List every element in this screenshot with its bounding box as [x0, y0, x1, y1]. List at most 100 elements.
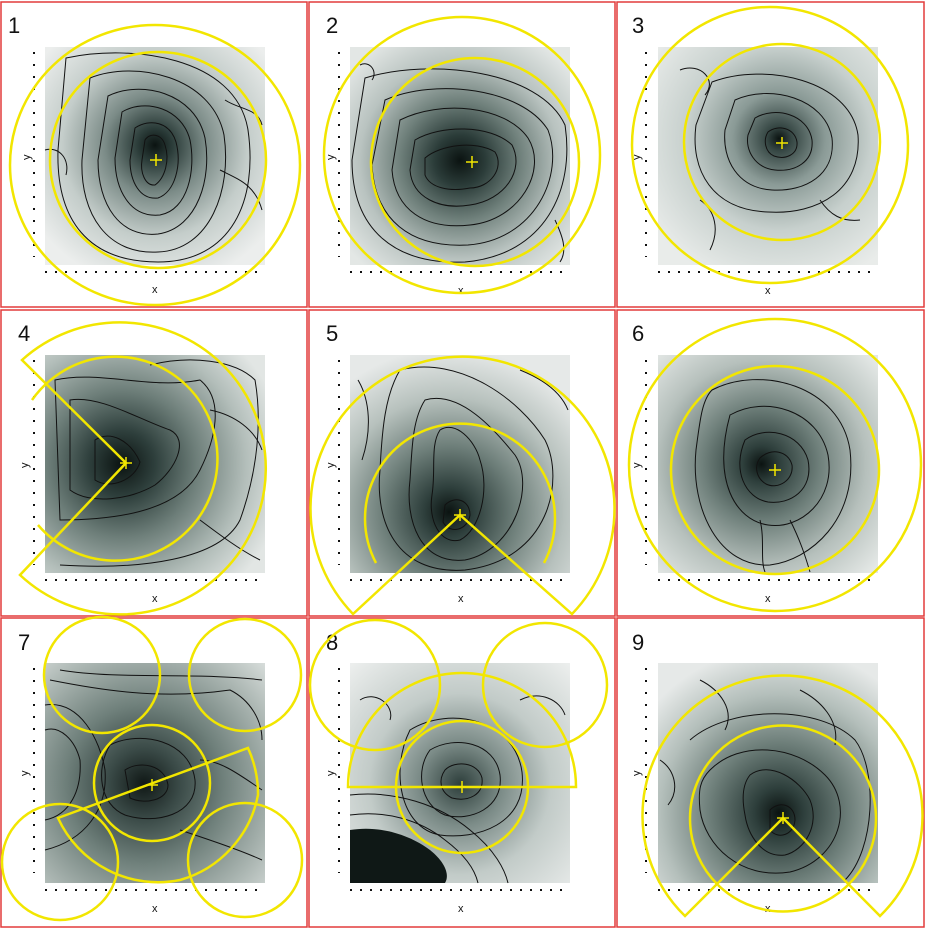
x-axis-label: x: [152, 903, 158, 915]
y-axis-label: y: [631, 770, 643, 776]
panel-border: [0, 1, 308, 308]
center-marker: [466, 156, 478, 168]
y-axis-label: y: [631, 462, 643, 468]
contour-map: [350, 355, 570, 573]
panel-number: 4: [18, 321, 30, 346]
contour-lines: [679, 67, 861, 251]
panel-5: 5 x y: [308, 309, 616, 617]
outer-aperture-circle: [322, 15, 602, 295]
panel-number: 2: [326, 13, 338, 38]
panel-border: [616, 617, 925, 928]
center-marker: [777, 812, 789, 824]
panel-1: 1 x y: [0, 1, 308, 308]
panel-number: 8: [326, 630, 338, 655]
center-marker: [776, 137, 788, 149]
yellow-overlay: [18, 321, 268, 616]
x-axis-label: x: [458, 285, 464, 297]
yellow-overlay: [0, 615, 304, 922]
panel-border: [616, 309, 925, 617]
contour-lines: [659, 679, 871, 881]
background-circle-bottom-left: [0, 802, 120, 922]
panel-border: [0, 617, 308, 928]
inner-aperture-circle: [369, 56, 581, 268]
x-axis-label: x: [765, 285, 771, 297]
yellow-overlay: [641, 674, 924, 918]
y-axis-label: y: [325, 770, 337, 776]
background-circle-bottom-right: [186, 801, 304, 919]
center-marker: [146, 779, 158, 791]
panel-border: [0, 309, 308, 617]
x-axis-label: x: [152, 284, 158, 296]
contour-map: [658, 663, 878, 883]
inner-aperture-circle: [682, 42, 882, 242]
inner-aperture-base: [717, 884, 849, 913]
yellow-overlay: [322, 15, 602, 295]
contour-map: [350, 47, 570, 265]
contour-lines: [349, 695, 566, 884]
y-axis-label: y: [19, 462, 31, 468]
background-circle-top-right: [481, 621, 609, 749]
panel-number: 1: [8, 13, 20, 38]
panel-8: 8 x y: [308, 617, 616, 928]
center-marker: [456, 781, 468, 793]
panel-9: 9 x y: [616, 617, 925, 928]
contour-map: [45, 355, 265, 573]
panel-6: 6 x y: [616, 309, 925, 617]
yellow-overlay: [308, 618, 609, 855]
outer-wedge-aperture: [18, 321, 268, 616]
background-circle-top-right: [187, 617, 303, 733]
panel-3: 3 x y: [616, 1, 925, 308]
y-axis-label: y: [21, 154, 33, 160]
background-circle-top-left: [308, 618, 442, 752]
panel-2: 2 x y: [308, 1, 616, 308]
panel-border: [308, 617, 616, 928]
outer-aperture-circle: [8, 23, 302, 307]
inner-aperture-circle: [688, 724, 878, 886]
inner-aperture-circle: [30, 355, 219, 562]
panel-7: 7 x y: [0, 615, 308, 928]
x-axis-label: x: [458, 593, 464, 605]
contour-lines: [44, 52, 263, 263]
panel-number: 6: [632, 321, 644, 346]
y-axis-label: y: [631, 154, 643, 160]
slit-aperture: [56, 746, 260, 884]
outer-wedge-aperture: [641, 674, 924, 918]
center-marker: [454, 509, 466, 521]
x-axis-label: x: [458, 903, 464, 915]
x-axis-label: x: [152, 593, 158, 605]
inner-aperture-circle: [669, 364, 881, 576]
panel-border: [616, 1, 925, 308]
inner-aperture-circle: [48, 50, 268, 270]
panel-border: [308, 1, 616, 308]
inner-aperture-circle: [363, 422, 557, 564]
contour-lines: [694, 379, 852, 573]
half-annulus-aperture: [346, 671, 578, 789]
outer-aperture-circle: [630, 5, 910, 285]
center-marker: [150, 154, 162, 166]
panel-number: 3: [632, 13, 644, 38]
panel-number: 9: [632, 630, 644, 655]
panel-4: 4 x y: [0, 309, 308, 617]
panel-border: [308, 309, 616, 617]
central-aperture-circle: [92, 723, 212, 843]
panel-number: 7: [18, 630, 30, 655]
yellow-overlay: [8, 23, 302, 307]
y-axis-label: y: [325, 462, 337, 468]
dark-region-bottom-left: [350, 828, 447, 883]
y-axis-label: y: [325, 154, 337, 160]
yellow-overlay: [627, 317, 923, 613]
panel-number: 5: [326, 321, 338, 346]
background-circle-top-left: [42, 615, 162, 735]
y-axis-label: y: [19, 770, 31, 776]
x-axis-label: x: [765, 903, 771, 915]
central-aperture-circle: [394, 719, 530, 855]
yellow-overlay: [309, 355, 616, 616]
outer-aperture-circle: [627, 317, 923, 613]
contour-map: [658, 355, 878, 573]
contour-lines: [351, 63, 568, 263]
outer-wedge-aperture: [309, 355, 616, 616]
contour-map: [658, 47, 878, 265]
center-marker: [120, 457, 132, 469]
yellow-overlay: [630, 5, 910, 285]
